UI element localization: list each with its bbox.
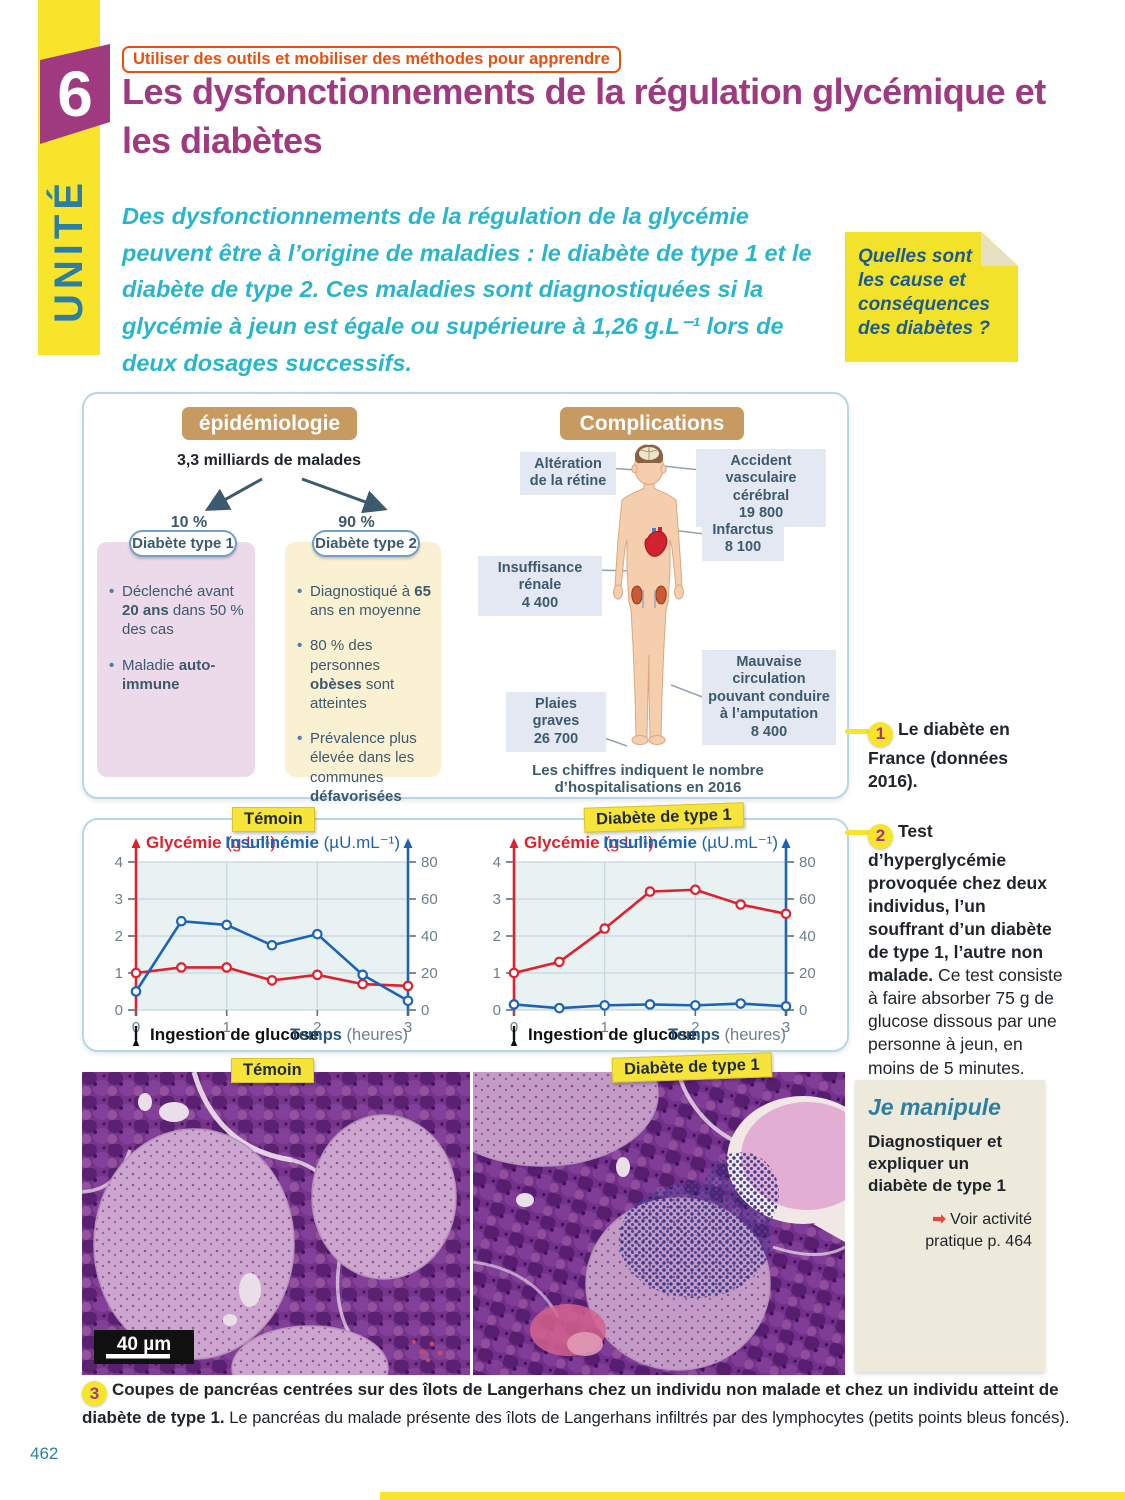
svg-text:1: 1 <box>222 1019 230 1036</box>
sticky-note: Quelles sont les cause et conséquences d… <box>845 232 1018 362</box>
svg-text:4: 4 <box>115 854 123 871</box>
svg-text:Temps (heures): Temps (heures) <box>290 1026 408 1044</box>
type2-bullet: Diagnostiqué à 65 ans en moyenne <box>297 582 431 620</box>
figure3-caption: 3 Coupes de pancréas centrées sur des îlo… <box>82 1380 1070 1428</box>
complication-plaies: Plaies graves 26 700 <box>506 692 606 753</box>
svg-text:2: 2 <box>115 928 123 945</box>
svg-text:2: 2 <box>313 1019 321 1036</box>
svg-text:40: 40 <box>421 928 438 945</box>
figure1-box: épidémiologie 3,3 milliards de malades 1… <box>82 392 849 805</box>
svg-text:Temps (heures): Temps (heures) <box>668 1026 786 1044</box>
type2-percent: 90 % <box>338 514 375 531</box>
je-manipule-body: Diagnostiquer et expliquer un diabète de… <box>868 1132 1006 1196</box>
micrograph-temoin: 40 µm <box>82 1072 470 1375</box>
complications-header: Complications <box>560 407 744 440</box>
epidemiology-total: 3,3 milliards de malades <box>176 452 362 469</box>
svg-text:Glycémie (g.L⁻¹): Glycémie (g.L⁻¹) <box>524 833 654 852</box>
complication-circulation: Mauvaise circulation pouvant conduire à … <box>702 650 836 745</box>
heart-icon <box>644 527 668 557</box>
je-manipule-link: ➡ Voir activité pratique p. 464 <box>925 1211 1032 1250</box>
svg-text:0: 0 <box>493 1002 501 1019</box>
sticky-note-text: Quelles sont les cause et conséquences d… <box>858 246 990 340</box>
svg-text:60: 60 <box>799 891 816 908</box>
page-title: Les dysfonctionnements de la régulation … <box>122 71 1046 161</box>
figure2-number-badge: 2 <box>868 823 893 849</box>
svg-text:1: 1 <box>115 965 123 982</box>
svg-text:4: 4 <box>493 854 501 871</box>
svg-text:Insulinémie (µU.mL⁻¹): Insulinémie (µU.mL⁻¹) <box>603 833 778 852</box>
figure1-footnote: Les chiffres indiquent le nombre d’hospi… <box>532 762 764 796</box>
figure2-caption: 2 Test d’hyperglycémie provoquée chez deu… <box>868 821 1063 1078</box>
svg-text:80: 80 <box>799 854 816 871</box>
type1-pill: Diabète type 1 <box>129 530 237 557</box>
kidneys-icon <box>631 585 667 608</box>
method-badge: Utiliser des outils et mobiliser des mét… <box>122 46 621 73</box>
type1-bullet: Déclenché avant 20 ans dans 50 % des cas <box>109 582 245 640</box>
complication-infarctus: Infarctus 8 100 <box>702 518 784 561</box>
svg-text:40: 40 <box>799 928 816 945</box>
chart-label-temoin: Témoin <box>232 807 315 832</box>
svg-text:Insulinémie (µU.mL⁻¹): Insulinémie (µU.mL⁻¹) <box>225 833 400 852</box>
svg-text:1: 1 <box>600 1019 608 1036</box>
type1-panel: Déclenché avant 20 ans dans 50 % des cas… <box>97 542 255 777</box>
svg-text:0: 0 <box>421 1002 429 1019</box>
complication-avc: Accident vasculaire cérébral 19 800 <box>696 449 826 527</box>
micrograph-diabete <box>473 1072 845 1375</box>
bottom-accent-strip <box>380 1492 1125 1500</box>
type1-bullet: Maladie auto-immune <box>109 656 245 694</box>
arrow-right-icon: ➡ <box>932 1211 946 1229</box>
svg-text:2: 2 <box>493 928 501 945</box>
je-manipule-title: Je manipule <box>868 1094 1001 1120</box>
svg-text:Ingestion de glucose: Ingestion de glucose <box>150 1025 319 1044</box>
complication-retine: Altération de la rétine <box>520 452 616 495</box>
unit-label: UNITÉ <box>46 178 91 323</box>
svg-text:40 µm: 40 µm <box>117 1334 171 1355</box>
scale-bar: 40 µm <box>94 1330 194 1364</box>
svg-text:Ingestion de glucose: Ingestion de glucose <box>528 1025 697 1044</box>
type2-bullet: Prévalence plus élevée dans les communes… <box>297 729 431 806</box>
figure1-number-badge: 1 <box>868 721 893 747</box>
svg-text:3: 3 <box>115 891 123 908</box>
svg-text:60: 60 <box>421 891 438 908</box>
complication-renale: Insuffisance rénale 4 400 <box>478 556 602 617</box>
epidemiology-arrows <box>204 477 388 514</box>
figure1-caption: 1 Le diabète en France (données 2016). <box>868 719 1010 791</box>
figure2-box: Témoin Diabète de type 1 0 1 2 3 4 0 20 40 60 80 G… <box>82 802 849 1052</box>
svg-text:3: 3 <box>404 1019 412 1036</box>
figure2-connector <box>845 830 881 835</box>
svg-text:0: 0 <box>115 1002 123 1019</box>
figure3-number-badge: 3 <box>82 1381 107 1407</box>
svg-text:0: 0 <box>799 1002 807 1019</box>
type2-pill: Diabète type 2 <box>312 530 420 557</box>
figure1-connector <box>845 729 881 734</box>
svg-text:2: 2 <box>691 1019 699 1036</box>
type1-percent: 10 % <box>170 514 208 531</box>
je-manipule-box: Je manipule Diagnostiquer et expliquer u… <box>855 1080 1045 1372</box>
type2-bullet: 80 % des personnes obèses sont atteintes <box>297 636 431 713</box>
intro-paragraph: Des dysfonctionnements de la régulation … <box>122 203 812 376</box>
svg-text:1: 1 <box>493 965 501 982</box>
unit-number: 6 <box>57 58 93 130</box>
svg-text:3: 3 <box>782 1019 790 1036</box>
type2-panel: Diagnostiqué à 65 ans en moyenne 80 % de… <box>285 542 441 805</box>
page-number: 462 <box>30 1444 59 1463</box>
epidemiology-header: épidémiologie <box>182 407 357 440</box>
svg-text:20: 20 <box>421 965 438 982</box>
micro-label-temoin: Témoin <box>231 1058 314 1083</box>
svg-text:20: 20 <box>799 965 816 982</box>
svg-text:80: 80 <box>421 854 438 871</box>
svg-text:3: 3 <box>493 891 501 908</box>
human-body-illustration <box>613 444 684 745</box>
svg-text:Glycémie (g.L⁻¹): Glycémie (g.L⁻¹) <box>146 833 276 852</box>
